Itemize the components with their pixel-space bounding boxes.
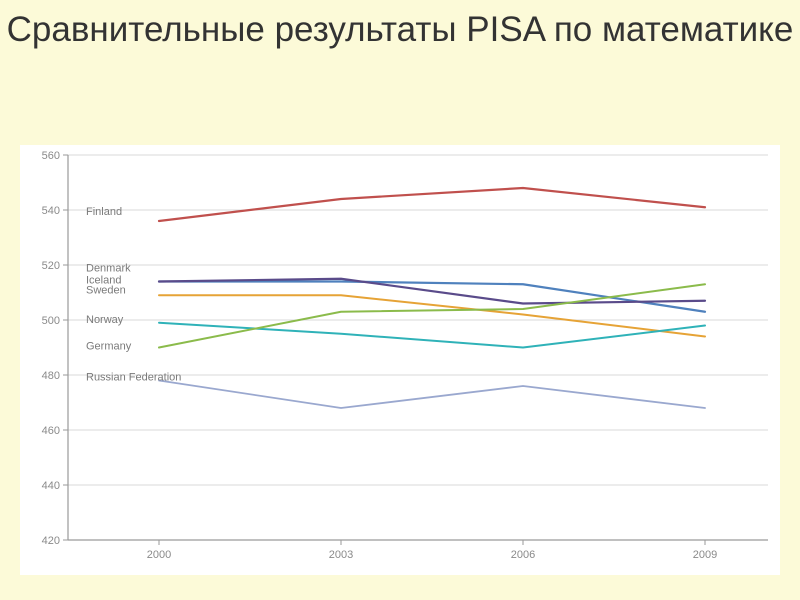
y-tick-label: 540: [42, 205, 60, 217]
series-label: Denmark: [86, 263, 131, 275]
x-tick-label: 2006: [511, 549, 535, 561]
y-tick-label: 480: [42, 370, 60, 382]
y-tick-label: 560: [42, 150, 60, 162]
x-tick-label: 2000: [147, 549, 171, 561]
series-label: Russian Federation: [86, 372, 181, 384]
page-title: Сравнительные результаты PISA по математ…: [0, 0, 800, 50]
series-label: Germany: [86, 341, 132, 353]
slide: Сравнительные результаты PISA по математ…: [0, 0, 800, 600]
x-tick-label: 2003: [329, 549, 353, 561]
series-line: [159, 284, 705, 347]
line-chart: 420 440 460 480 500 520 540 560 2000 2003 2006 2009…: [20, 145, 780, 575]
y-tick-label: 420: [42, 535, 60, 547]
series-line: [159, 188, 705, 221]
y-tick-label: 440: [42, 480, 60, 492]
series-label: Finland: [86, 206, 122, 218]
series-line: [159, 381, 705, 409]
chart-container: 420 440 460 480 500 520 540 560 2000 2003 2006 2009…: [20, 145, 780, 575]
y-tick-label: 500: [42, 315, 60, 327]
series-label: Sweden: [86, 284, 126, 296]
series-line: [159, 282, 705, 312]
series-label: Norway: [86, 314, 124, 326]
y-tick-label: 520: [42, 260, 60, 272]
y-tick-label: 460: [42, 425, 60, 437]
x-tick-label: 2009: [693, 549, 717, 561]
